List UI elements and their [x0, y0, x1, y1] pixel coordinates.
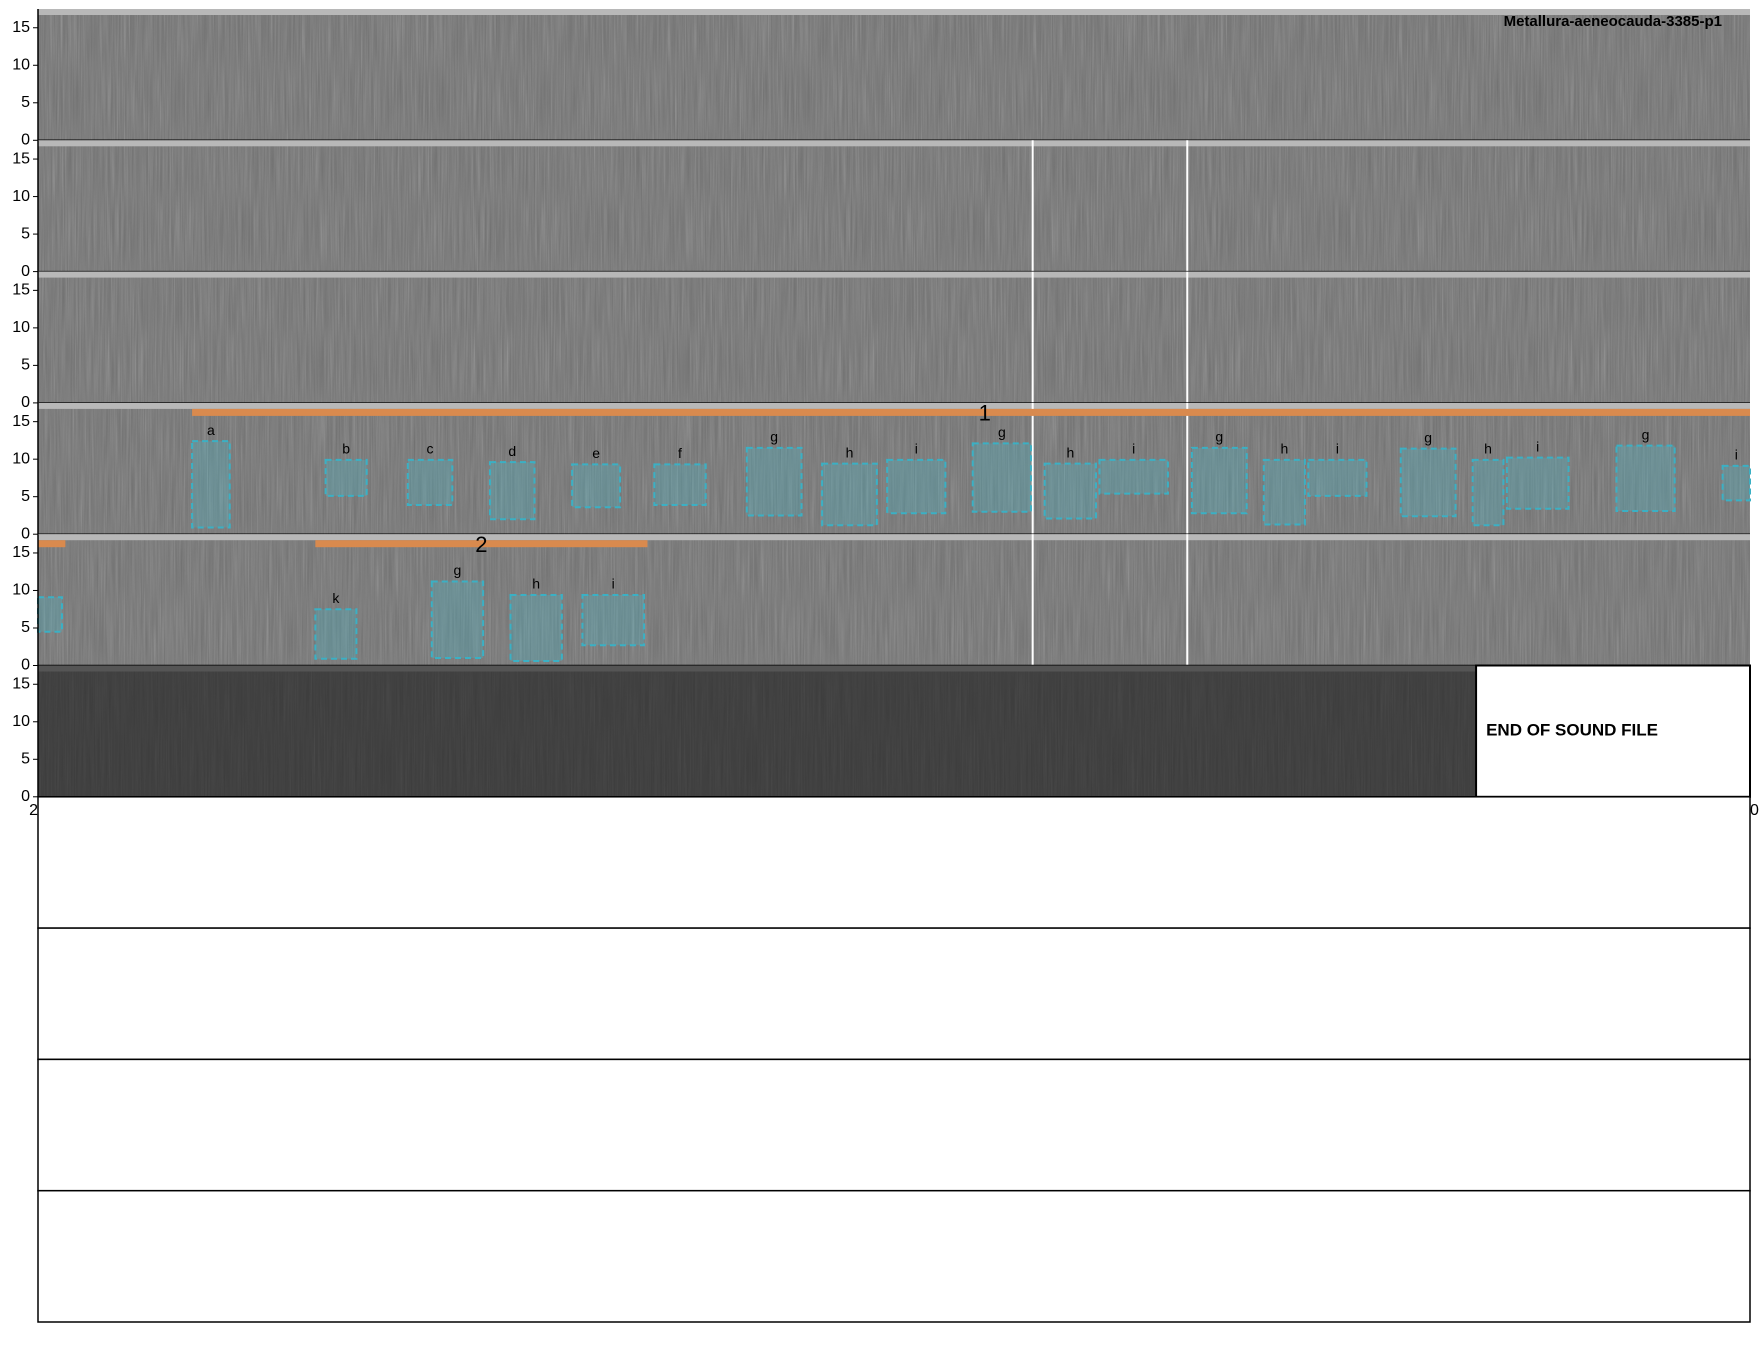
spectrogram-noise — [38, 271, 1750, 403]
annotation-label: g — [770, 429, 778, 445]
annotation-box — [1471, 458, 1505, 527]
y-tick-label: 10 — [12, 450, 30, 467]
annotation-box — [653, 463, 707, 506]
spectrogram-noise — [38, 9, 1750, 141]
annotation-box — [314, 608, 358, 660]
y-tick-label: 10 — [12, 188, 30, 205]
annotation-box — [571, 463, 622, 509]
empty-panel — [37, 1189, 1751, 1323]
annotation-label: i — [1536, 438, 1539, 454]
song-label: 2 — [475, 532, 487, 557]
y-tick-label: 10 — [12, 56, 30, 73]
annotation-label: i — [1735, 447, 1738, 463]
spectrogram-top-band — [38, 140, 1750, 147]
annotation-box — [581, 593, 646, 647]
y-tick-label: 15 — [12, 675, 30, 692]
end-label: END OF SOUND FILE — [1486, 721, 1658, 740]
y-tick-label: 0 — [21, 132, 30, 149]
annotation-box — [1098, 458, 1169, 495]
annotation-label: i — [915, 441, 918, 457]
annotation-label: g — [1215, 429, 1223, 445]
y-tick-label: 15 — [12, 544, 30, 561]
empty-panel — [37, 1058, 1751, 1192]
annotation-box — [1505, 456, 1570, 510]
annotation-label: i — [612, 576, 615, 592]
y-tick-label: 5 — [21, 357, 30, 374]
y-tick-label: 5 — [21, 225, 30, 242]
annotation-label: g — [454, 562, 462, 578]
annotation-box — [1043, 462, 1098, 520]
annotation-box — [1721, 464, 1752, 502]
spectrogram-noise — [38, 140, 1750, 272]
empty-panel — [37, 796, 1751, 929]
spectrogram-noise — [38, 665, 1477, 797]
y-tick-label: 0 — [21, 394, 30, 411]
annotation-label: c — [427, 441, 434, 457]
end-box — [1475, 664, 1751, 798]
annotation-label: d — [508, 443, 516, 459]
annotation-box — [324, 458, 368, 497]
annotation-label: k — [332, 590, 340, 606]
y-tick-label: 10 — [12, 582, 30, 599]
annotation-label: e — [592, 445, 600, 461]
y-tick-label: 0 — [21, 525, 30, 542]
annotation-label: g — [998, 424, 1006, 440]
annotation-box — [971, 442, 1032, 513]
spectrogram-top-band — [38, 665, 1477, 672]
spectrogram-top-band — [38, 271, 1750, 278]
annotation-box — [1615, 444, 1676, 512]
y-tick-label: 15 — [12, 413, 30, 430]
spectrogram-top-band — [38, 402, 1750, 409]
annotation-box — [886, 458, 947, 515]
annotation-box — [1399, 447, 1457, 518]
y-tick-label: 15 — [12, 282, 30, 299]
annotation-label: h — [846, 444, 854, 460]
spectrogram-top-band — [38, 9, 1750, 15]
y-tick-label: 0 — [21, 263, 30, 280]
annotation-box — [191, 440, 231, 529]
annotation-box — [37, 596, 63, 633]
annotation-label: g — [1642, 426, 1650, 442]
y-tick-label: 5 — [21, 619, 30, 636]
y-tick-label: 0 — [21, 657, 30, 674]
y-tick-label: 10 — [12, 713, 30, 730]
song-label: 1 — [979, 401, 991, 426]
y-tick-label: 5 — [21, 751, 30, 768]
annotation-box — [509, 593, 563, 662]
annotation-box — [488, 461, 536, 521]
annotation-box — [1262, 458, 1306, 526]
y-tick-label: 5 — [21, 94, 30, 111]
song-bar — [315, 540, 648, 548]
annotation-box — [745, 446, 803, 517]
spectrogram-top-band — [38, 534, 1750, 541]
y-tick-label: 5 — [21, 488, 30, 505]
chart-title: Metallura-aeneocauda-3385-p1 — [1504, 13, 1722, 30]
y-tick-label: 0 — [21, 788, 30, 805]
annotation-label: h — [1280, 441, 1288, 457]
annotation-label: h — [1066, 444, 1074, 460]
annotation-box — [821, 462, 878, 527]
song-bar — [192, 408, 1751, 416]
empty-panel — [37, 927, 1751, 1061]
annotation-box — [430, 580, 485, 659]
annotation-box — [1190, 446, 1248, 515]
annotation-label: i — [1336, 441, 1339, 457]
annotation-label: f — [678, 445, 682, 461]
y-tick-label: 10 — [12, 319, 30, 336]
annotation-label: a — [207, 422, 215, 438]
annotation-label: h — [532, 576, 540, 592]
annotation-box — [1307, 458, 1368, 497]
annotation-label: h — [1484, 441, 1492, 457]
annotation-label: b — [342, 441, 350, 457]
annotation-label: i — [1132, 441, 1135, 457]
spectrogram-noise — [38, 534, 1750, 666]
y-tick-label: 15 — [12, 19, 30, 36]
song-bar — [38, 540, 66, 548]
y-tick-label: 15 — [12, 150, 30, 167]
annotation-label: g — [1424, 429, 1432, 445]
annotation-box — [406, 458, 454, 506]
